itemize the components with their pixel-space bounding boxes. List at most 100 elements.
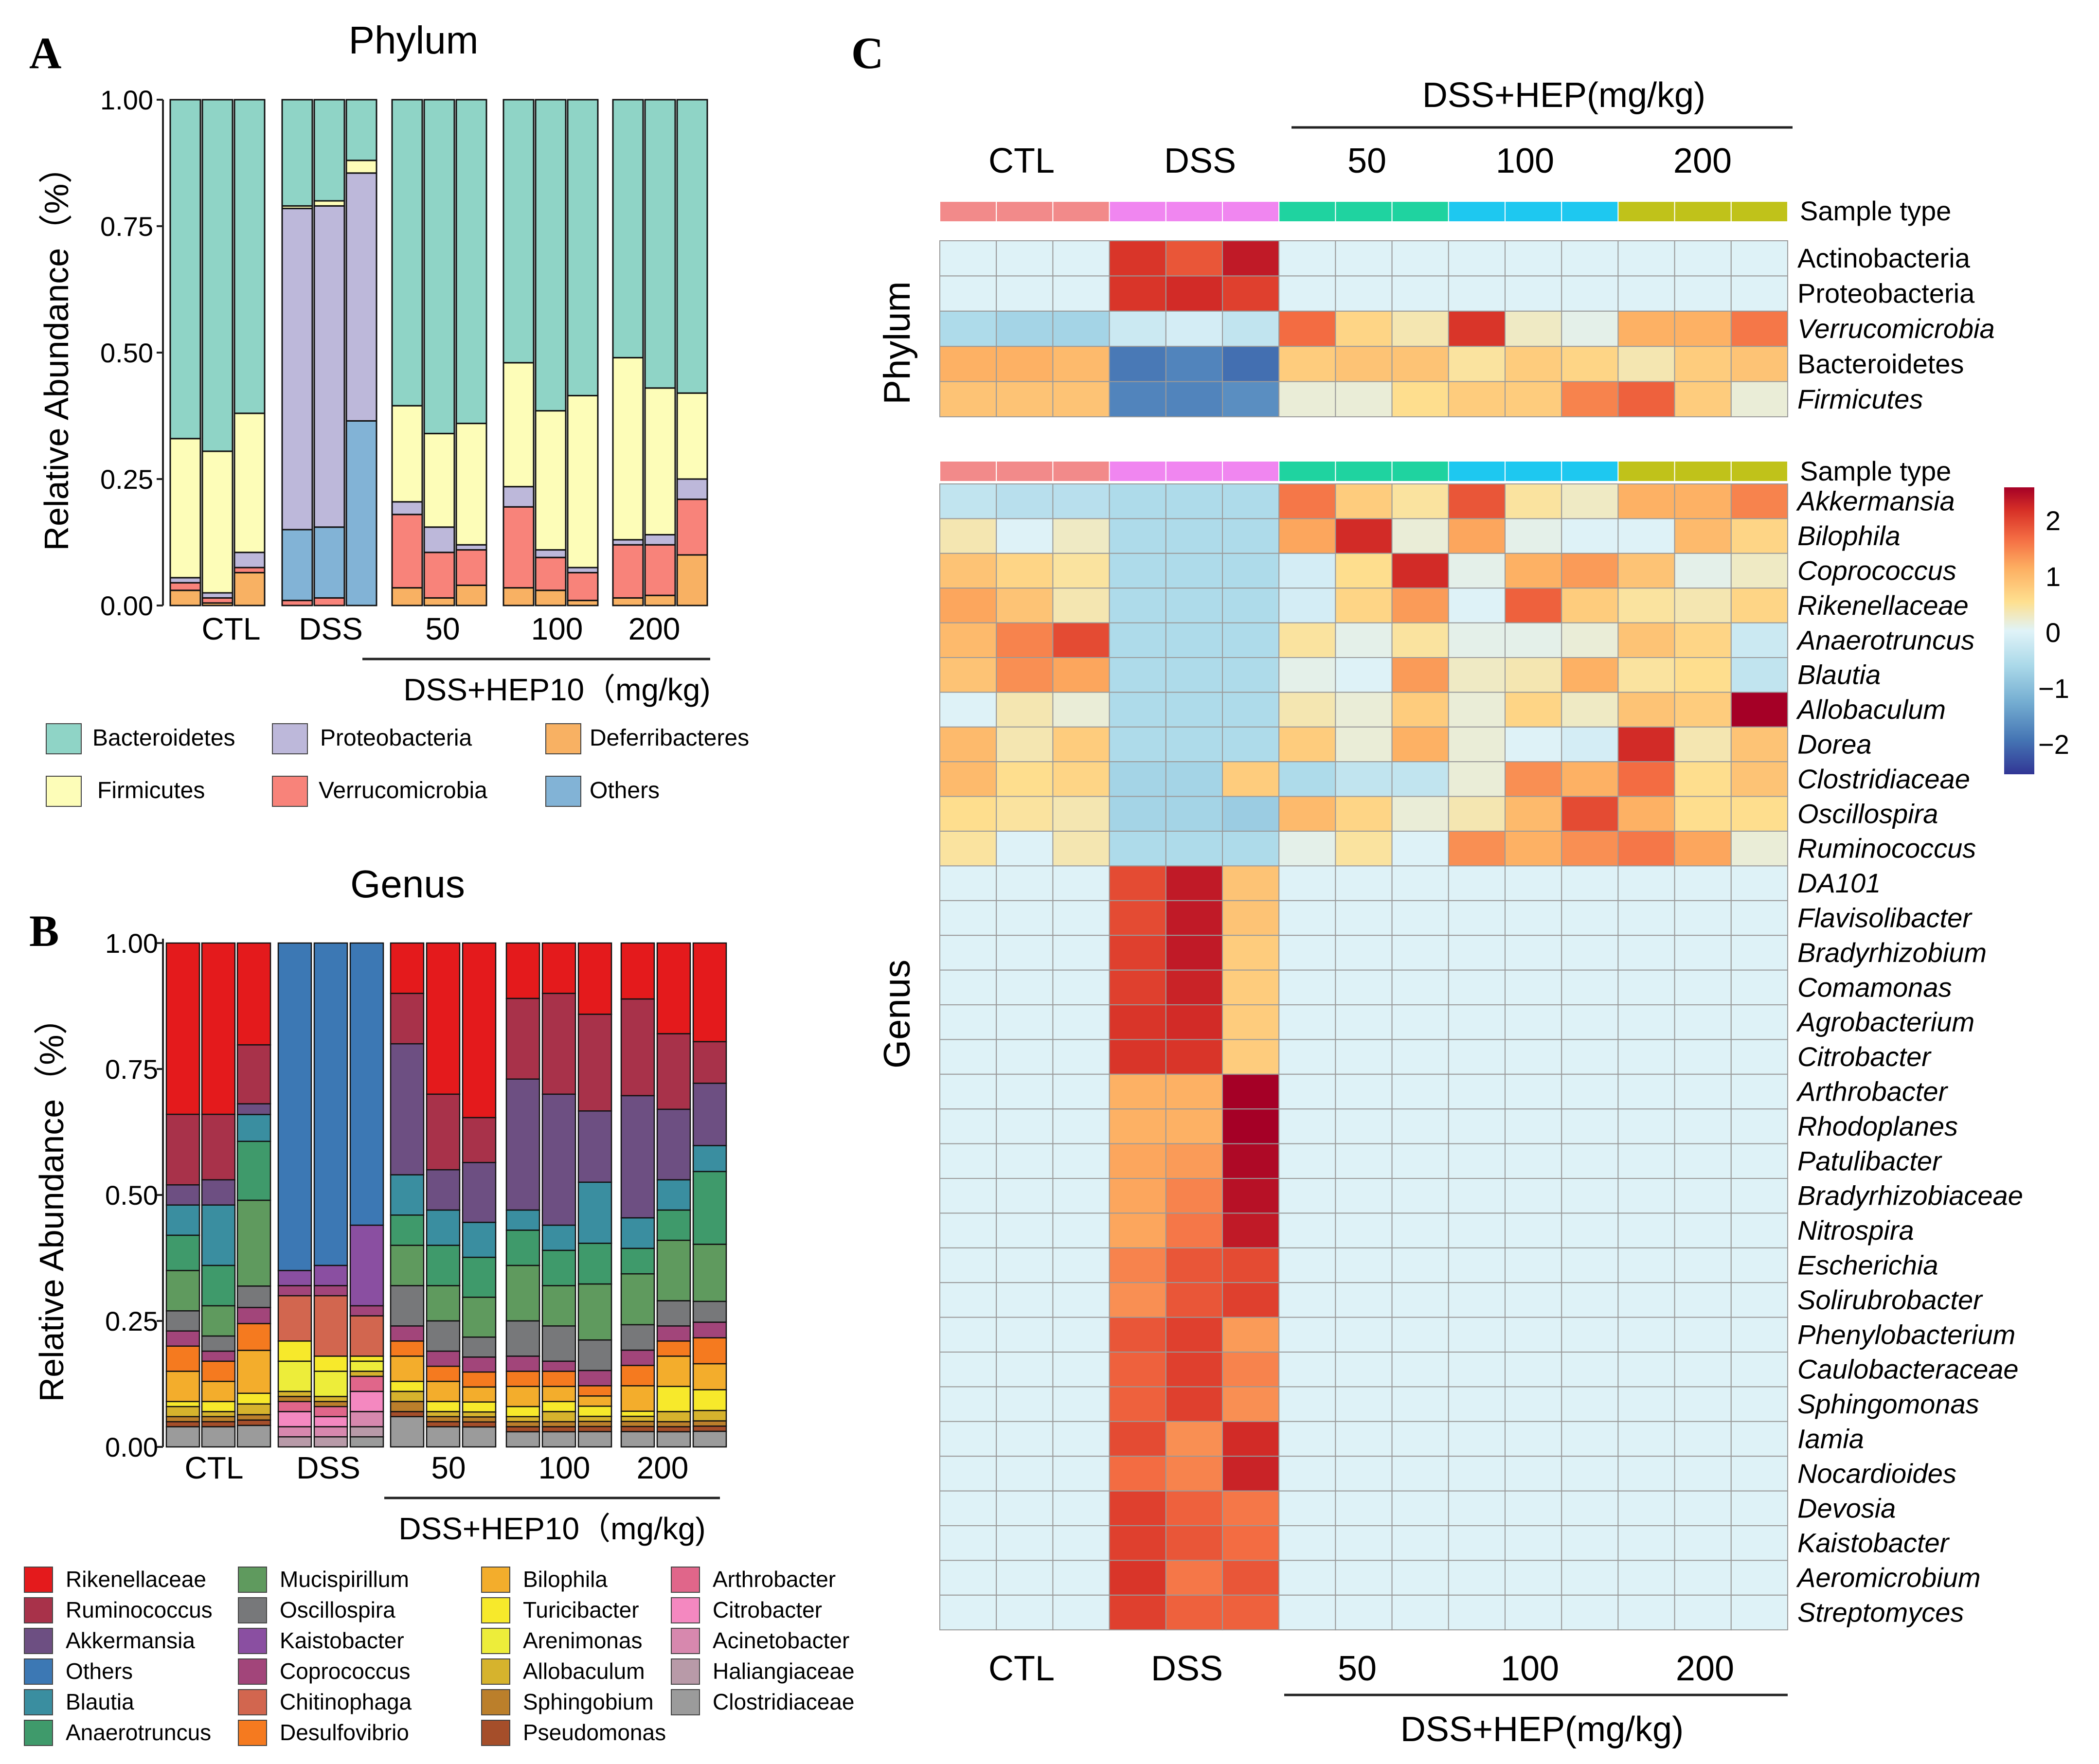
bar-segment-bacteroidetes-4: [281, 99, 313, 207]
heatmap-cell-bilophila-12: [1561, 518, 1619, 554]
heatmap-cell-nitrospira-13: [1617, 1212, 1675, 1248]
heatmap-cell-rhodoplanes-4: [1109, 1108, 1166, 1144]
heatmap-cell-patulibacter-6: [1222, 1143, 1280, 1179]
sample-type-cell: [1222, 201, 1280, 222]
heatmap-cell-da101-4: [1109, 865, 1166, 901]
bar-segment-anaerotruncus-10: [505, 1229, 540, 1266]
heatmap-cell-flavisolibacter-13: [1617, 900, 1675, 936]
heatmap-cell-flavisolibacter-15: [1730, 900, 1789, 936]
bar-segment-turicibacter-11: [541, 1401, 576, 1412]
heatmap-cell-oscillospira-10: [1448, 796, 1506, 832]
heatmap-cell-coprococcus-3: [1052, 552, 1110, 589]
panel-c-letter: C: [851, 28, 883, 78]
bar-segment-allobaculum-11: [541, 1411, 576, 1423]
heatmap-cell-akkermansia-12: [1561, 483, 1619, 519]
row-label-rhodoplanes: Rhodoplanes: [1797, 1111, 1958, 1141]
row-label-blautia: Blautia: [1797, 659, 1881, 690]
row-label-devosia: Devosia: [1797, 1493, 1896, 1523]
heatmap-cell-bradyrhizobiaceae-15: [1730, 1178, 1789, 1214]
panel-a-group-200: 200: [628, 611, 681, 646]
legend-label: Ruminococcus: [66, 1597, 213, 1622]
heatmap-cell-flavisolibacter-14: [1674, 900, 1732, 936]
bar-segment-desulfovibrio-9: [462, 1371, 497, 1388]
bar-segment-allobaculum-1: [165, 1406, 200, 1418]
bar-segment-sphingobium-8: [426, 1416, 461, 1423]
heatmap-cell-bradyrhizobium-6: [1222, 935, 1280, 971]
bar-segment-kaistobacter-5: [313, 1265, 348, 1286]
legend-swatch: [272, 776, 308, 807]
bar-segment-rikenellaceae-12: [577, 942, 612, 1015]
panel-b: B Genus Relative Abundance（%） 0.00 0.25 …: [24, 862, 855, 1746]
heatmap-cell-rikenellaceae-13: [1617, 588, 1675, 624]
heatmap-cell-solirubrobacter-12: [1561, 1282, 1619, 1318]
heatmap-cell-rhodoplanes-8: [1335, 1108, 1393, 1144]
heatmap-cell-blautia-1: [939, 657, 997, 693]
heatmap-cell-rhodoplanes-2: [996, 1108, 1054, 1144]
heatmap-cell-streptomyces-14: [1674, 1594, 1732, 1631]
legend-item-rikenellaceae: Rikenellaceae: [24, 1567, 206, 1593]
row-label-verrucomicrobia: Verrucomicrobia: [1797, 313, 1995, 344]
heatmap-cell-clostridiaceae-1: [939, 761, 997, 797]
heatmap-cell-devosia-2: [996, 1490, 1054, 1527]
heatmap-cell-agrobacterium-11: [1505, 1004, 1562, 1040]
bar-segment-sphingobium-12: [577, 1421, 612, 1427]
heatmap-cell-anaerotruncus-11: [1505, 622, 1562, 658]
heatmap-cell-coprococcus-2: [996, 552, 1054, 589]
heatmap-cell-rhodoplanes-14: [1674, 1108, 1732, 1144]
legend-swatch: [238, 1689, 267, 1715]
heatmap-cell-da101-2: [996, 865, 1054, 901]
heatmap-cell-clostridiaceae-13: [1617, 761, 1675, 797]
heatmap-cell-rikenellaceae-2: [996, 588, 1054, 624]
heatmap-cell-blautia-9: [1391, 657, 1449, 693]
row-label-kaistobacter: Kaistobacter: [1797, 1528, 1950, 1558]
bar-segment-ruminococcus-3: [236, 1044, 271, 1105]
heatmap-cell-comamonas-8: [1335, 969, 1393, 1005]
bar-segment-mucispirillum-15: [692, 1244, 727, 1302]
heatmap-cell-allobaculum-11: [1505, 692, 1562, 728]
heatmap-cell-anaerotruncus-4: [1109, 622, 1166, 658]
sample-type-strip-bottom: [939, 461, 1789, 482]
heatmap-cell-bilophila-13: [1617, 518, 1675, 554]
heatmap-cell-allobaculum-6: [1222, 692, 1280, 728]
heatmap-cell-comamonas-15: [1730, 969, 1789, 1005]
bar-segment-ruminococcus-12: [577, 1014, 612, 1112]
bar-segment-pseudomonas-2: [201, 1421, 236, 1427]
heatmap-cell-firmicutes-13: [1617, 381, 1675, 417]
heatmap-cell-iamia-6: [1222, 1421, 1280, 1457]
panel-a-group-dss: DSS: [299, 611, 363, 646]
heatmap-cell-actinobacteria-5: [1165, 240, 1223, 277]
heatmap-cell-bradyrhizobiaceae-11: [1505, 1178, 1562, 1214]
heatmap-cell-proteobacteria-3: [1052, 275, 1110, 312]
heatmap-cell-streptomyces-10: [1448, 1594, 1506, 1631]
heatmap-cell-coprococcus-14: [1674, 552, 1732, 589]
heatmap-cell-da101-5: [1165, 865, 1223, 901]
heatmap-cell-oscillospira-11: [1505, 796, 1562, 832]
panel-a-treatment-label: DSS+HEP10（mg/kg): [403, 672, 710, 707]
bar-segment-firmicutes-6: [345, 160, 377, 174]
bar-segment-allobaculum-13: [620, 1415, 655, 1422]
bar-segment-rikenellaceae-11: [541, 942, 576, 994]
heatmap-cell-nitrospira-12: [1561, 1212, 1619, 1248]
legend-label: Anaerotruncus: [66, 1720, 211, 1745]
panel-a-title: Phylum: [349, 18, 479, 62]
heatmap-cell-verrucomicrobia-11: [1505, 310, 1562, 347]
heatmap-cell-firmicutes-12: [1561, 381, 1619, 417]
heatmap-cell-nitrospira-4: [1109, 1212, 1166, 1248]
heatmap-cell-clostridiaceae-4: [1109, 761, 1166, 797]
bar-segment-mucispirillum-13: [620, 1273, 655, 1326]
bar-segment-allobaculum-5: [313, 1396, 348, 1403]
sample-type-strip-top: [939, 201, 1789, 222]
heatmap-cell-iamia-8: [1335, 1421, 1393, 1457]
bar-segment-firmicutes-10: [502, 362, 535, 488]
heatmap-cell-ruminococcus-11: [1505, 831, 1562, 867]
bar-segment-verrucomicrobia-2: [201, 597, 233, 604]
bar-segment-proteobacteria-13: [612, 539, 644, 546]
heatmap-cell-bradyrhizobiaceae-9: [1391, 1178, 1449, 1214]
heatmap-cell-phenylobacterium-15: [1730, 1317, 1789, 1353]
heatmap-cell-agrobacterium-8: [1335, 1004, 1393, 1040]
legend-label: Coprococcus: [280, 1658, 410, 1684]
heatmap-cell-arthrobacter-4: [1109, 1073, 1166, 1110]
heatmap-cell-phenylobacterium-5: [1165, 1317, 1223, 1353]
bar-segment-akkermansia-14: [656, 1108, 691, 1181]
sample-type-cell: [1109, 461, 1166, 482]
